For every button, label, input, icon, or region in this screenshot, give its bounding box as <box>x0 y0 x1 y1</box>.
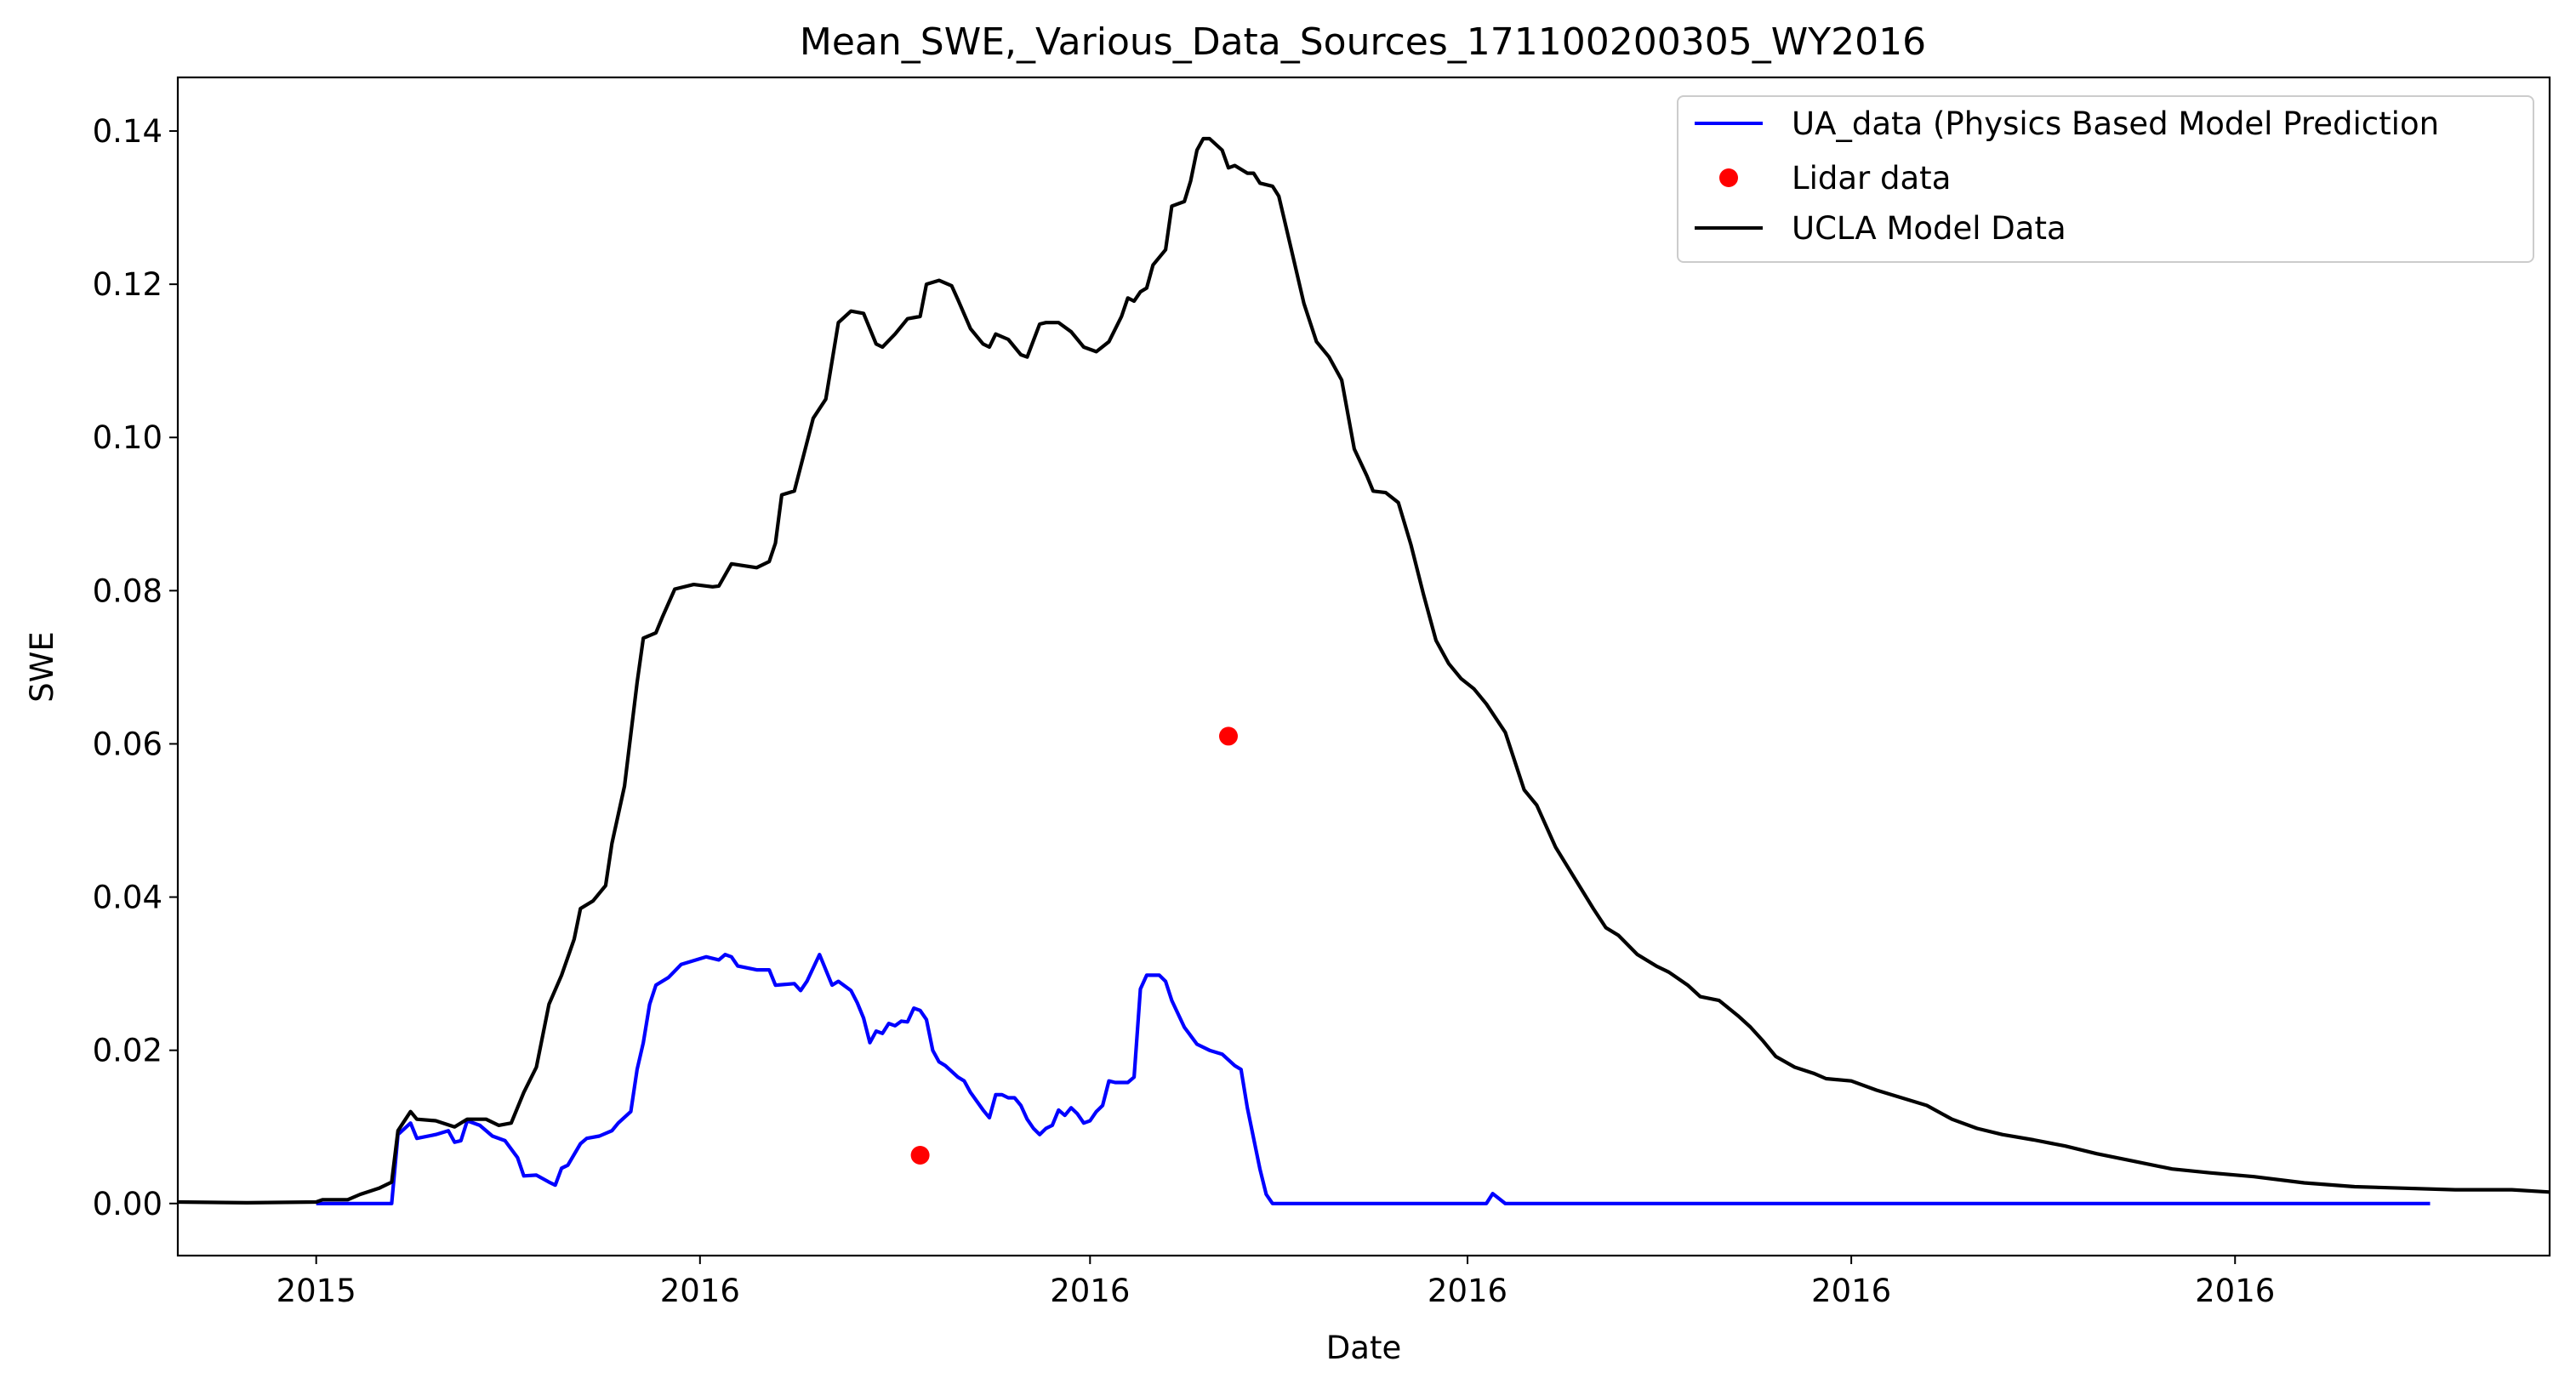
y-tick-label-7: 0.14 <box>93 113 162 150</box>
series-line-ucla-model-data <box>177 136 2550 1205</box>
x-axis: 2015 2016 2016 2016 2016 2016 <box>276 1256 2275 1309</box>
chart-title: Mean_SWE,_Various_Data_Sources_171100200… <box>800 20 1926 64</box>
legend-label-lidar-data: Lidar data <box>1792 160 1951 197</box>
x-tick-label-2: 2016 <box>1050 1273 1130 1309</box>
y-tick-label-4: 0.08 <box>93 573 162 609</box>
x-tick-label-3: 2016 <box>1428 1273 1507 1309</box>
y-axis-label: SWE <box>24 631 60 702</box>
plot-frame <box>176 76 2551 1257</box>
x-tick-label-0: 2015 <box>276 1273 356 1309</box>
y-tick-label-3: 0.06 <box>93 726 162 762</box>
x-tick-label-4: 2016 <box>1811 1273 1891 1309</box>
y-tick-label-2: 0.04 <box>93 880 162 916</box>
y-tick-label-0: 0.00 <box>93 1186 162 1222</box>
legend-swatch-lidar-data <box>1719 168 1738 187</box>
lidar-data-point-1 <box>910 1146 930 1165</box>
y-axis: 0.00 0.02 0.04 0.06 0.08 0.10 0.12 0.14 <box>93 113 178 1222</box>
lidar-data-point-2 <box>1219 726 1238 746</box>
series-line-ua-data-physics-based-model-prediction <box>316 952 2431 1205</box>
legend-label-ucla-model-data: UCLA Model Data <box>1792 210 2066 247</box>
plot-lines <box>177 136 2550 1205</box>
y-tick-label-6: 0.12 <box>93 266 162 303</box>
y-tick-label-1: 0.02 <box>93 1033 162 1069</box>
legend-frame <box>1677 95 2534 263</box>
x-tick-label-1: 2016 <box>660 1273 740 1309</box>
x-axis-label: Date <box>1326 1330 1401 1366</box>
x-tick-label-5: 2016 <box>2195 1273 2275 1309</box>
y-tick-label-5: 0.10 <box>93 419 162 456</box>
legend-label-ua-data: UA_data (Physics Based Model Prediction <box>1792 105 2439 142</box>
plot-points <box>910 726 1238 1165</box>
legend: UA_data (Physics Based Model Prediction … <box>1677 95 2534 263</box>
